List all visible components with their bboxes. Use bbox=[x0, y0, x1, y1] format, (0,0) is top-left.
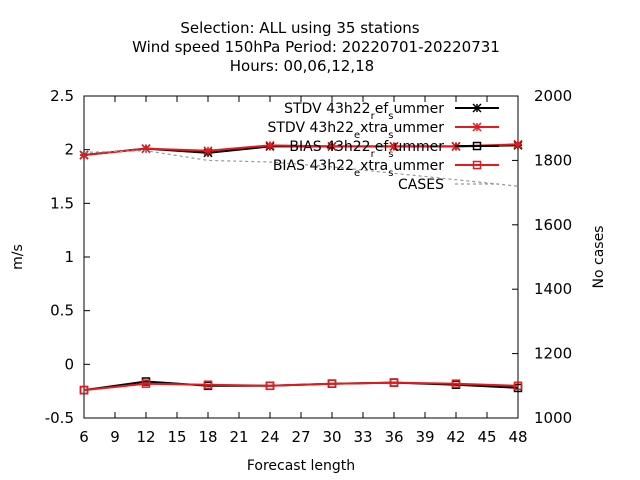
y2-tick-label: 2000 bbox=[534, 87, 572, 105]
y2-tick-label: 1400 bbox=[534, 280, 572, 298]
legend-marker bbox=[472, 122, 482, 132]
legend-item: BIAS 43h22extrasummer bbox=[273, 158, 499, 179]
data-point bbox=[327, 379, 337, 388]
x-tick-label: 21 bbox=[229, 428, 248, 446]
legend-label: STDV 43h22refsummer bbox=[284, 101, 444, 122]
legend-marker bbox=[472, 160, 482, 170]
series-line-3 bbox=[83, 381, 519, 392]
x-tick-label: 15 bbox=[167, 428, 186, 446]
y2-axis-label: No cases bbox=[591, 226, 607, 289]
y-tick-label: 2.5 bbox=[50, 87, 74, 105]
x-tick-label: 45 bbox=[477, 428, 496, 446]
data-point bbox=[79, 385, 89, 395]
data-point bbox=[141, 379, 151, 388]
y-tick-label: 2 bbox=[64, 141, 74, 159]
x-axis-label: Forecast length bbox=[247, 458, 355, 474]
y2-tick-label: 1000 bbox=[534, 409, 572, 427]
x-tick-label: 27 bbox=[291, 428, 310, 446]
title-line-3: Hours: 00,06,12,18 bbox=[230, 57, 374, 75]
y2-tick-label: 1600 bbox=[534, 216, 572, 234]
series-line-4 bbox=[83, 150, 519, 187]
data-point bbox=[513, 139, 523, 149]
data-point bbox=[389, 378, 399, 387]
data-point bbox=[451, 379, 461, 388]
legend-item: CASES bbox=[398, 177, 499, 193]
legend-label: CASES bbox=[398, 177, 444, 193]
y-tick-label: 1.5 bbox=[50, 194, 74, 212]
y2-tick-label: 1800 bbox=[534, 151, 572, 169]
title-line-2: Wind speed 150hPa Period: 20220701-20220… bbox=[132, 38, 500, 56]
x-tick-label: 30 bbox=[322, 428, 341, 446]
y-tick-label: -0.5 bbox=[45, 409, 74, 427]
data-point bbox=[203, 146, 213, 156]
data-point bbox=[513, 381, 523, 391]
legend-label: BIAS 43h22refsummer bbox=[289, 139, 444, 160]
y-tick-label: 1 bbox=[64, 248, 74, 266]
x-tick-label: 33 bbox=[353, 428, 372, 446]
data-point bbox=[389, 141, 399, 151]
y-tick-label: 0.5 bbox=[50, 302, 74, 320]
data-point bbox=[203, 380, 213, 389]
x-tick-label: 6 bbox=[79, 428, 89, 446]
chart-title: Selection: ALL using 35 stations Wind sp… bbox=[132, 19, 500, 75]
x-tick-label: 12 bbox=[136, 428, 155, 446]
x-tick-label: 36 bbox=[384, 428, 403, 446]
legend-label: BIAS 43h22extrasummer bbox=[273, 158, 444, 179]
data-point bbox=[265, 140, 275, 150]
y2-axis: 1000 1200 1400 1600 1800 2000 bbox=[512, 87, 572, 427]
x-tick-label: 48 bbox=[508, 428, 527, 446]
x-tick-label: 39 bbox=[415, 428, 434, 446]
data-point bbox=[141, 144, 151, 154]
legend-item: BIAS 43h22refsummer bbox=[289, 139, 499, 160]
series-group bbox=[79, 139, 523, 395]
legend-marker bbox=[472, 141, 482, 151]
data-point bbox=[327, 141, 337, 151]
y-axis-label: m/s bbox=[10, 244, 26, 270]
x-tick-label: 42 bbox=[446, 428, 465, 446]
x-axis: 6 9 12 15 18 21 24 27 30 33 36 39 42 45 48 bbox=[79, 96, 528, 446]
y-axis: -0.5 0 0.5 1 1.5 2 2.5 bbox=[45, 87, 90, 427]
data-point bbox=[265, 381, 275, 391]
legend-label: STDV 43h22extrasummer bbox=[267, 120, 444, 141]
y-tick-label: 0 bbox=[64, 355, 74, 373]
legend-item: STDV 43h22extrasummer bbox=[267, 120, 499, 141]
legend-marker bbox=[472, 103, 482, 113]
x-tick-label: 18 bbox=[198, 428, 217, 446]
x-tick-label: 24 bbox=[260, 428, 279, 446]
legend-item: STDV 43h22refsummer bbox=[284, 101, 499, 122]
series-line-1 bbox=[83, 143, 519, 156]
y2-tick-label: 1200 bbox=[534, 345, 572, 363]
x-tick-label: 9 bbox=[110, 428, 120, 446]
title-line-1: Selection: ALL using 35 stations bbox=[180, 19, 419, 37]
